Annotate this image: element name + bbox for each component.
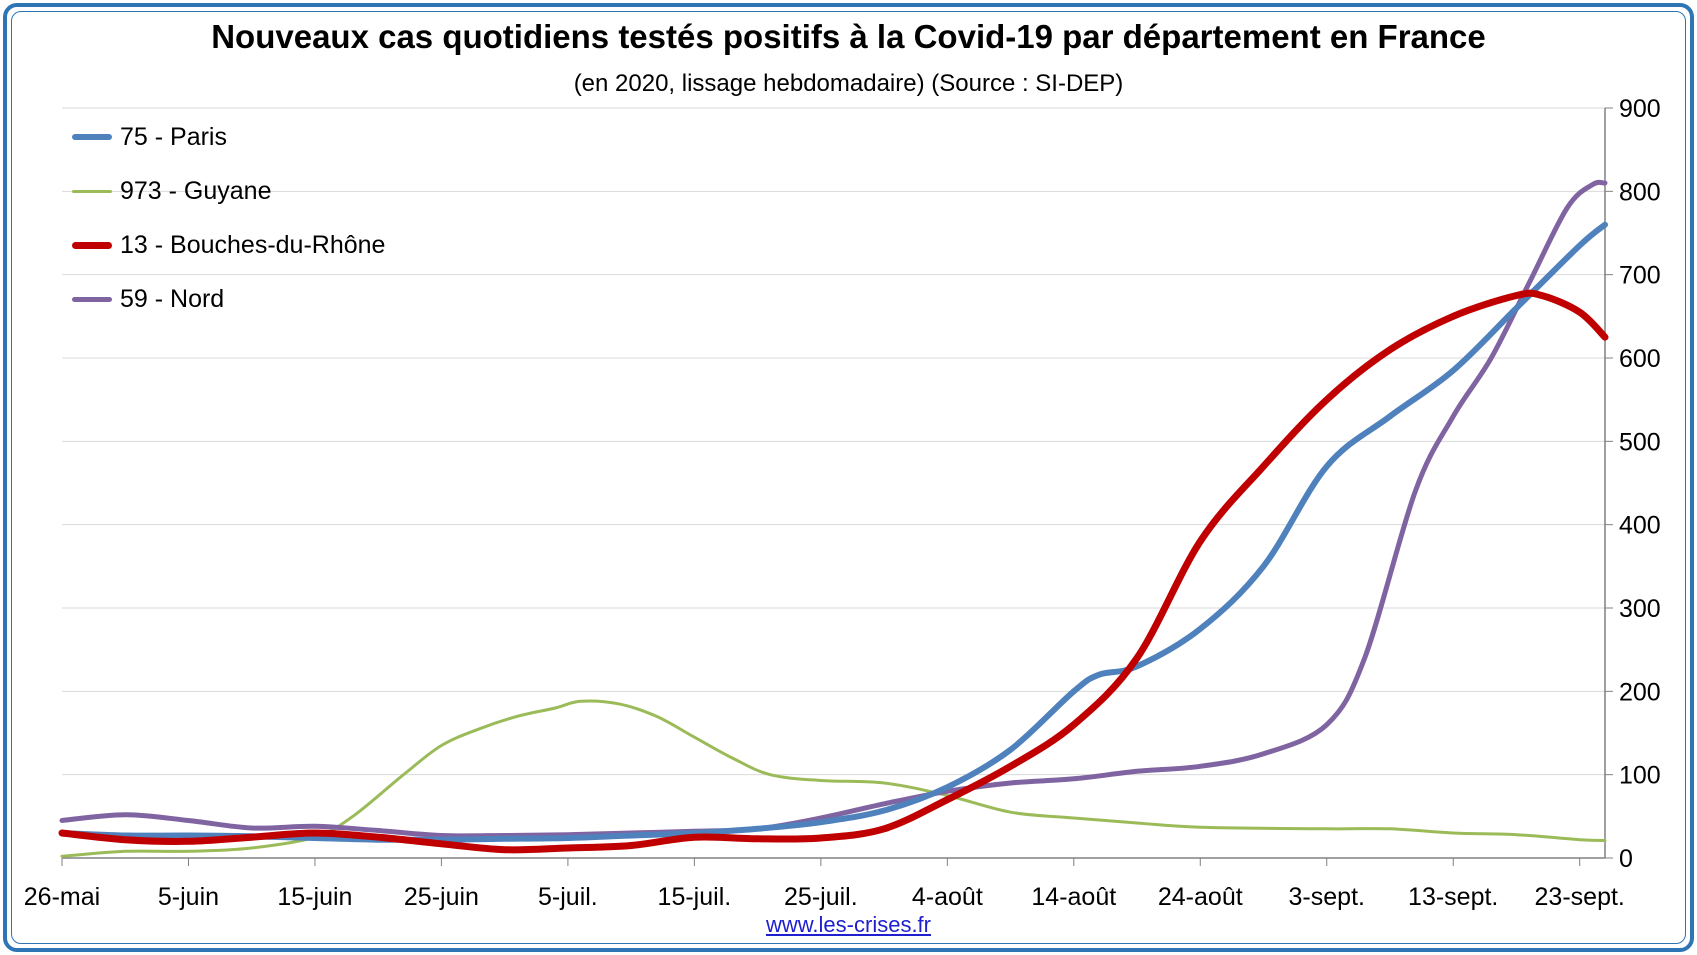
- legend-label: 59 - Nord: [120, 285, 225, 313]
- y-tick-label: 700: [1619, 262, 1661, 290]
- y-tick-label: 0: [1619, 845, 1633, 873]
- x-tick-label: 5-juil.: [538, 883, 598, 911]
- x-tick-label: 25-juin: [404, 883, 479, 911]
- legend-swatch: [72, 296, 112, 302]
- legend-swatch: [72, 241, 112, 249]
- y-tick-label: 800: [1619, 178, 1661, 206]
- series-line-0: [59, 221, 1608, 843]
- x-tick-label: 25-juil.: [784, 883, 858, 911]
- series-line-1: [60, 699, 1607, 858]
- legend-label: 973 - Guyane: [120, 177, 272, 205]
- legend-label: 75 - Paris: [120, 123, 227, 151]
- x-tick-label: 3-sept.: [1289, 883, 1365, 911]
- series-line-3: [59, 179, 1608, 839]
- gridlines: [62, 107, 1605, 776]
- x-tick-label: 24-août: [1158, 883, 1243, 911]
- x-tick-label: 23-sept.: [1535, 883, 1625, 911]
- x-tick-label: 4-août: [912, 883, 983, 911]
- series-lines: [58, 179, 1609, 858]
- source-link[interactable]: www.les-crises.fr: [765, 912, 931, 937]
- y-tick-label: 300: [1619, 595, 1661, 623]
- axes: [61, 107, 1613, 866]
- y-tick-label: 400: [1619, 512, 1661, 540]
- x-tick-label: 15-juin: [277, 883, 352, 911]
- y-tick-label: 600: [1619, 345, 1661, 373]
- series-line-2: [58, 289, 1609, 854]
- legend-swatch: [72, 189, 112, 193]
- chart-frame-inner-border: [11, 11, 1686, 944]
- x-tick-labels: 26-mai 5-juin 15-juin 25-juin 5-juil. 15-juil…: [24, 883, 1625, 911]
- x-tick-label: 26-mai: [24, 883, 100, 911]
- chart-title: Nouveaux cas quotidiens testés positifs …: [211, 18, 1486, 55]
- y-tick-label: 900: [1619, 95, 1661, 123]
- legend-label: 13 - Bouches-du-Rhône: [120, 231, 386, 259]
- y-tick-label: 200: [1619, 678, 1661, 706]
- x-tick-label: 5-juin: [158, 883, 219, 911]
- legend-swatch: [72, 134, 112, 140]
- y-tick-label: 500: [1619, 428, 1661, 456]
- chart-subtitle: (en 2020, lissage hebdomadaire) (Source …: [573, 70, 1124, 97]
- y-tick-label: 100: [1619, 762, 1661, 790]
- x-tick-label: 15-juil.: [658, 883, 732, 911]
- x-tick-label: 13-sept.: [1408, 883, 1498, 911]
- x-tick-label: 14-août: [1031, 883, 1116, 911]
- y-tick-labels: 0 100 200 300 400 500 600 700 800 900: [1619, 95, 1661, 873]
- chart-frame: [3, 3, 1694, 952]
